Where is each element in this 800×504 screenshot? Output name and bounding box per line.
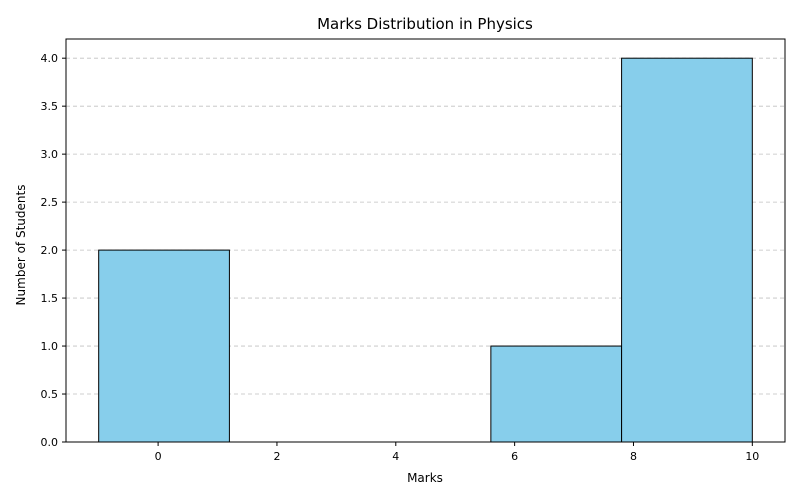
x-tick-label-3: 6 (511, 450, 518, 463)
y-tick-label-1: 0.5 (41, 388, 59, 401)
plot-frame (65, 38, 786, 443)
y-tick-label-3: 1.5 (41, 292, 59, 305)
bars (98, 57, 753, 443)
x-tick-label-5: 10 (745, 450, 759, 463)
histogram-bar-0 (98, 249, 230, 443)
chart-title: Marks Distribution in Physics (317, 15, 533, 33)
axes: 0 2 4 6 8 10 0.0 0.5 1.0 1.5 2.0 2.5 3.0 3.5 4.0 (41, 38, 786, 463)
x-axis-label: Marks (407, 471, 443, 485)
y-tick-label-2: 1.0 (41, 340, 59, 353)
y-tick-label-4: 2.0 (41, 244, 59, 257)
y-tick-label-7: 3.5 (41, 100, 59, 113)
y-axis-label: Number of Students (14, 185, 28, 306)
x-tick-label-0: 0 (155, 450, 162, 463)
y-tick-label-5: 2.5 (41, 196, 59, 209)
histogram-bar-3 (490, 345, 623, 443)
x-tick-label-1: 2 (273, 450, 280, 463)
y-tick-label-8: 4.0 (41, 52, 59, 65)
y-tick-label-0: 0.0 (41, 436, 59, 449)
histogram-bar-4 (621, 57, 753, 443)
x-tick-label-4: 8 (630, 450, 637, 463)
x-tick-label-2: 4 (392, 450, 399, 463)
y-tick-label-6: 3.0 (41, 148, 59, 161)
